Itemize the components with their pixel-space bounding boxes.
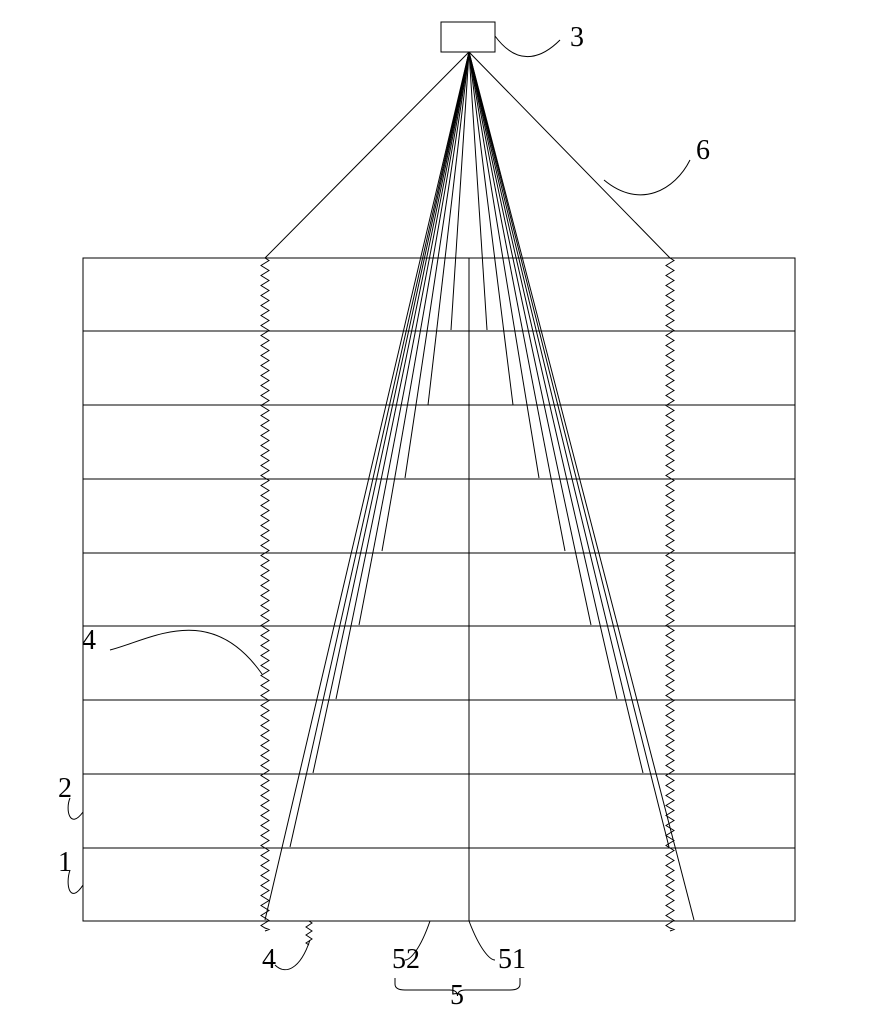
- label-6: 6: [696, 135, 710, 167]
- label-51: 51: [498, 944, 526, 976]
- label-4b: 4: [262, 944, 276, 976]
- label-5: 5: [450, 980, 464, 1012]
- label-3: 3: [570, 22, 584, 54]
- technical-diagram: [0, 0, 869, 1000]
- label-4a: 4: [82, 625, 96, 657]
- label-2: 2: [58, 773, 72, 805]
- label-52: 52: [392, 944, 420, 976]
- label-1: 1: [58, 847, 72, 879]
